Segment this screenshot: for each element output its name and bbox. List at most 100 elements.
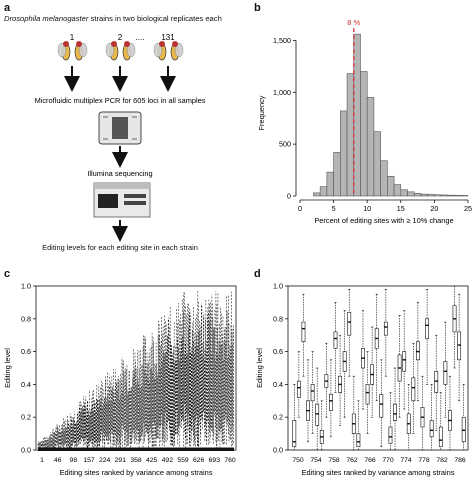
panel-c-letter: c (4, 268, 11, 280)
x-axis-label: Editing sites ranked by variance among s… (60, 468, 213, 477)
histogram-bar (393, 184, 402, 197)
histogram-bar (319, 186, 328, 197)
box (429, 420, 434, 438)
x-tick-label: 758 (328, 457, 340, 464)
panel-a-title: Drosophila melanogaster strains in two b… (4, 14, 222, 23)
histogram-bar (387, 175, 395, 197)
panel-a-workflow-diagram: 1 2 .... 131 Microfluidic multiplex PCR … (35, 33, 206, 242)
y-tick-label: 0.0 (273, 446, 283, 455)
x-tick-label: 770 (382, 457, 394, 464)
x-tick-label: 782 (436, 457, 448, 464)
fly-pair-131 (153, 41, 184, 61)
strain-label-131: 131 (161, 33, 175, 42)
histogram-bar (460, 195, 469, 197)
box (292, 420, 297, 448)
histogram-bar (373, 131, 381, 197)
x-tick-label: 5 (332, 204, 336, 213)
histogram-bar (420, 193, 428, 197)
y-tick-label: 0.2 (21, 413, 31, 422)
x-tick-label: 762 (346, 457, 358, 464)
box (365, 384, 370, 405)
box (457, 331, 462, 361)
panel-b-histogram: 0 500 1,000 1,500 0 5 10 15 20 25 8 % Percent of ed… (257, 18, 472, 225)
box (301, 321, 306, 343)
step-editing-levels: Editing levels for each editing site in … (42, 243, 198, 252)
x-tick-label: 774 (400, 457, 412, 464)
panel-a-letter: a (4, 2, 11, 14)
panel-b-letter: b (254, 2, 261, 14)
x-tick-label: 559 (177, 457, 189, 464)
y-tick-label: 0.4 (273, 380, 283, 389)
histogram-bar (454, 195, 462, 197)
histogram-bar (440, 194, 449, 197)
y-tick-label: 0.2 (273, 413, 283, 422)
fly-pair-1 (57, 41, 88, 61)
panel-d-letter: d (254, 268, 261, 280)
histogram-bar (434, 194, 442, 197)
plot-frame (287, 285, 469, 451)
x-tick-label: 25 (464, 204, 472, 213)
x-tick-label: 291 (115, 457, 127, 464)
box (411, 377, 416, 402)
y-tick-label: 0.4 (21, 380, 31, 389)
fly-icon (153, 41, 167, 61)
y-tick-label: 0.8 (273, 314, 283, 323)
box (393, 403, 397, 421)
x-tick-label: 98 (70, 457, 78, 464)
histogram-bar (340, 110, 348, 197)
histogram-bar (346, 73, 355, 197)
histogram-bar (313, 192, 321, 197)
x-tick-label: 425 (146, 457, 158, 464)
baseline-band (38, 447, 234, 451)
x-tick-label: 10 (363, 204, 371, 213)
median-annotation: 8 % (347, 18, 360, 27)
histogram-bar (413, 193, 422, 197)
x-axis-label: Percent of editing sites with ≥ 10% chan… (314, 216, 453, 225)
strain-label-1: 1 (70, 33, 75, 42)
y-tick-label: 0.6 (21, 347, 31, 356)
box (416, 341, 420, 361)
box (329, 393, 333, 411)
box (461, 416, 466, 443)
x-tick-label: 760 (224, 457, 236, 464)
x-tick-label: 358 (130, 457, 142, 464)
fly-icon (57, 41, 71, 61)
histogram-bar (353, 33, 361, 197)
x-tick-label: 754 (310, 457, 322, 464)
y-tick-label: 1,000 (273, 88, 291, 97)
strain-label-ellipsis: .... (136, 33, 145, 42)
x-tick-label: 778 (418, 457, 430, 464)
x-tick-label: 224 (99, 457, 111, 464)
histogram-bar (400, 189, 408, 197)
step-microfluidic-pcr: Microfluidic multiplex PCR for 605 loci … (35, 96, 206, 105)
box (379, 393, 384, 418)
x-tick-label: 693 (209, 457, 221, 464)
x-axis-label: Editing sites ranked by variance among s… (302, 468, 455, 477)
y-axis-label: Frequency (257, 95, 266, 130)
panel-d-boxplot-chart: 0.0 0.2 0.4 0.6 0.8 1.0 750 754 758 762 766 770 774 7… (255, 282, 469, 477)
histogram-bar (360, 71, 368, 197)
panel-c-editing-levels-chart: 0.0 0.2 0.4 0.6 0.8 1.0 1 46 98 157 224 291 358 425 49… (3, 282, 237, 477)
box (333, 331, 338, 349)
box (296, 380, 301, 398)
box (383, 321, 388, 336)
y-tick-label: 0 (287, 192, 291, 201)
y-tick-label: 1,500 (273, 36, 291, 45)
panel-a-title-species: Drosophila melanogaster (4, 14, 89, 23)
x-tick-label: 766 (364, 457, 376, 464)
y-tick-label: 500 (279, 140, 291, 149)
y-tick-label: 1.0 (273, 282, 283, 291)
y-tick-label: 0.0 (21, 446, 31, 455)
y-tick-label: 1.0 (21, 282, 31, 291)
step-illumina-sequencing: Illumina sequencing (87, 169, 152, 178)
x-tick-label: 157 (83, 457, 95, 464)
histogram-bar (380, 160, 388, 197)
box (425, 318, 429, 339)
x-tick-label: 786 (454, 457, 466, 464)
histogram-bar (447, 194, 455, 197)
box (438, 426, 443, 448)
sequencer-icon (93, 182, 151, 218)
y-axis-label: Editing level (255, 348, 264, 388)
x-tick-label: 626 (193, 457, 205, 464)
x-tick-label: 750 (292, 457, 304, 464)
